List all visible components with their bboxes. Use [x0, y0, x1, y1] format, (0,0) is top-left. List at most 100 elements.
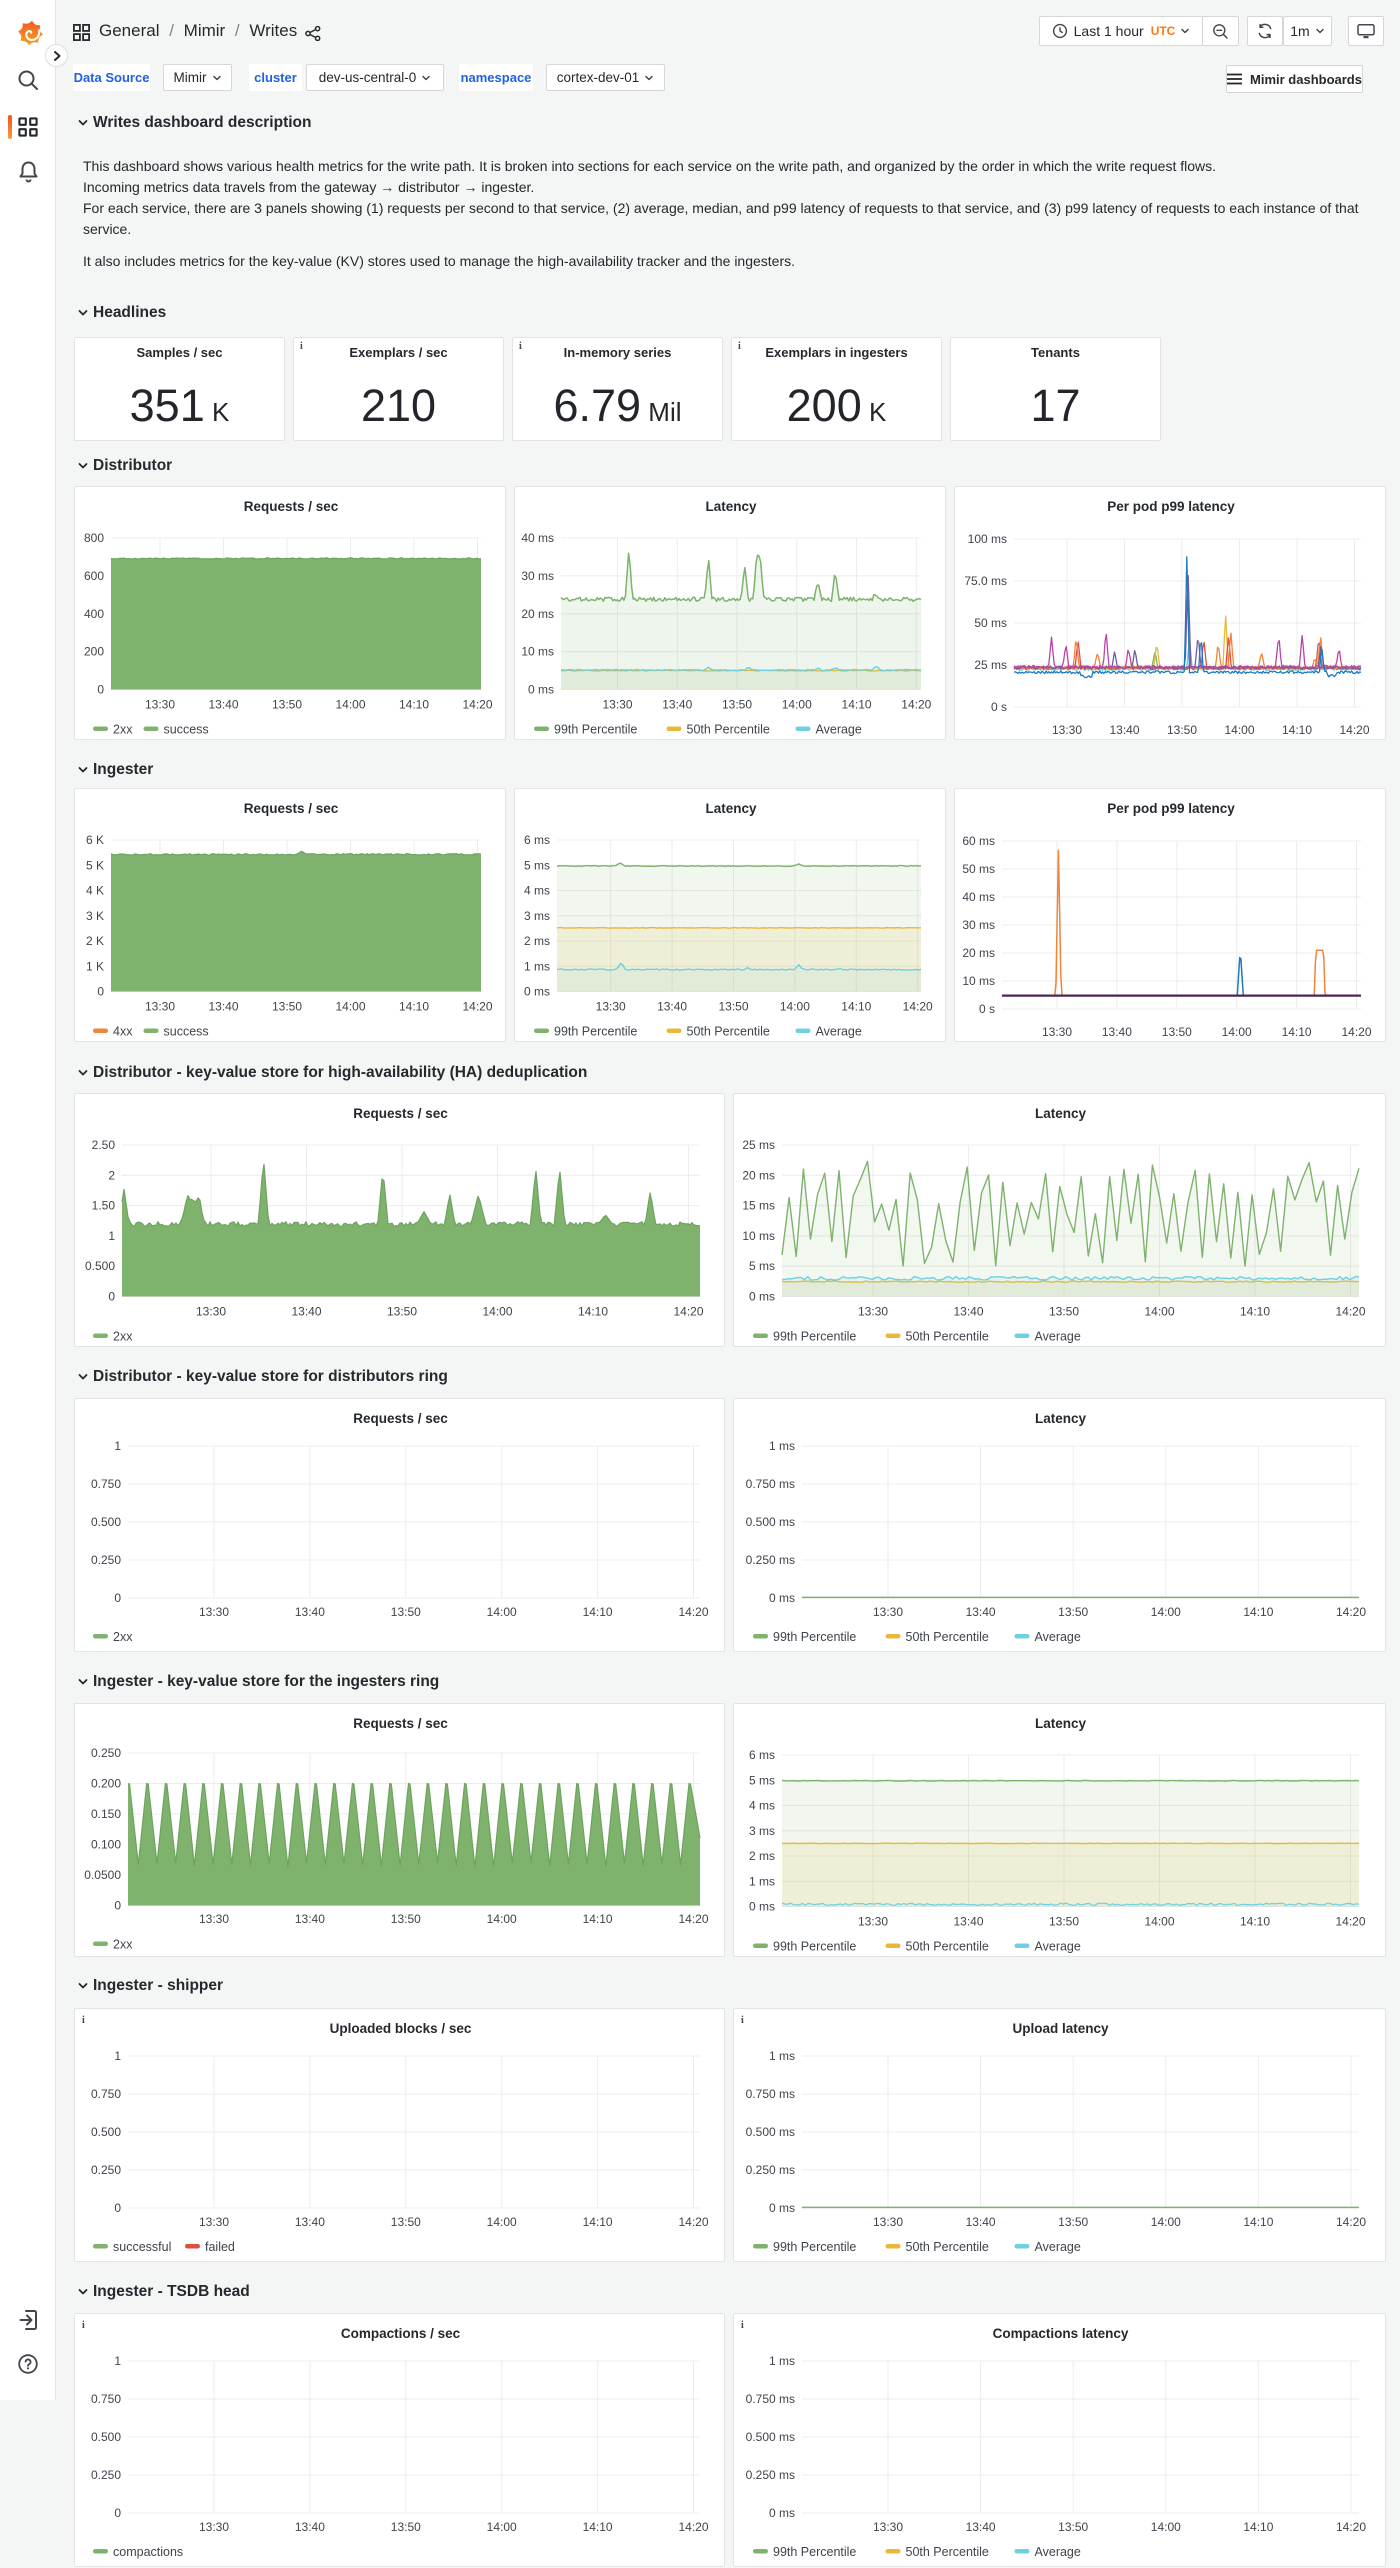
svg-text:Upload latency: Upload latency [1012, 2021, 1109, 2036]
svg-text:50th Percentile: 50th Percentile [906, 2240, 989, 2254]
svg-text:13:30: 13:30 [873, 2520, 903, 2534]
svg-text:Requests / sec: Requests / sec [353, 1716, 448, 1731]
svg-text:5 ms: 5 ms [749, 1259, 775, 1273]
svg-text:0 ms: 0 ms [524, 985, 550, 999]
svg-text:14:00: 14:00 [487, 2215, 517, 2229]
svg-text:13:30: 13:30 [145, 1000, 175, 1014]
svg-text:14:20: 14:20 [1336, 2215, 1366, 2229]
svg-text:0 ms: 0 ms [769, 2201, 795, 2215]
svg-text:0.100: 0.100 [91, 1838, 121, 1852]
svg-text:14:20: 14:20 [678, 1912, 708, 1926]
svg-text:400: 400 [84, 607, 104, 621]
svg-text:10 ms: 10 ms [962, 974, 995, 988]
svg-text:13:30: 13:30 [858, 1305, 888, 1319]
svg-text:0: 0 [97, 985, 104, 999]
svg-text:13:40: 13:40 [966, 1605, 996, 1619]
svg-text:0.500 ms: 0.500 ms [746, 1515, 795, 1529]
svg-text:5 ms: 5 ms [524, 858, 550, 872]
svg-text:14:00: 14:00 [1144, 1915, 1174, 1929]
svg-text:0 ms: 0 ms [769, 1591, 795, 1605]
svg-text:99th Percentile: 99th Percentile [554, 723, 637, 737]
svg-text:0.500 ms: 0.500 ms [746, 2430, 795, 2444]
svg-text:14:00: 14:00 [487, 2520, 517, 2534]
svg-text:14:10: 14:10 [1282, 1025, 1312, 1039]
svg-text:1: 1 [114, 2354, 121, 2368]
svg-text:13:50: 13:50 [1058, 1605, 1088, 1619]
svg-text:Average: Average [816, 723, 862, 737]
svg-text:0.250 ms: 0.250 ms [746, 2468, 795, 2482]
svg-text:Average: Average [1035, 2545, 1081, 2559]
svg-text:0: 0 [114, 2506, 121, 2520]
svg-text:25 ms: 25 ms [974, 658, 1007, 672]
svg-text:13:50: 13:50 [391, 1605, 421, 1619]
svg-text:14:20: 14:20 [1336, 1605, 1366, 1619]
svg-text:Latency: Latency [705, 801, 757, 816]
svg-text:0 ms: 0 ms [749, 1290, 775, 1304]
svg-text:Per pod p99 latency: Per pod p99 latency [1107, 801, 1235, 816]
svg-text:14:20: 14:20 [1339, 723, 1369, 737]
svg-text:13:40: 13:40 [208, 1000, 238, 1014]
svg-text:14:10: 14:10 [399, 698, 429, 712]
svg-text:30 ms: 30 ms [521, 569, 554, 583]
svg-text:Latency: Latency [1035, 1106, 1087, 1121]
svg-text:13:50: 13:50 [718, 1000, 748, 1014]
svg-text:13:50: 13:50 [272, 698, 302, 712]
svg-text:2xx: 2xx [113, 723, 133, 737]
svg-text:Compactions / sec: Compactions / sec [341, 2326, 461, 2341]
svg-text:14:10: 14:10 [1240, 1305, 1270, 1319]
svg-text:13:30: 13:30 [873, 1605, 903, 1619]
svg-text:13:50: 13:50 [391, 2215, 421, 2229]
svg-text:50th Percentile: 50th Percentile [906, 1630, 989, 1644]
svg-text:2.50: 2.50 [92, 1138, 116, 1152]
svg-text:13:30: 13:30 [199, 2215, 229, 2229]
svg-text:3 ms: 3 ms [749, 1824, 775, 1838]
svg-text:0.750 ms: 0.750 ms [746, 2392, 795, 2406]
svg-text:14:20: 14:20 [678, 2215, 708, 2229]
svg-text:14:20: 14:20 [673, 1305, 703, 1319]
svg-text:0.750 ms: 0.750 ms [746, 2087, 795, 2101]
svg-text:0 ms: 0 ms [769, 2506, 795, 2520]
svg-text:5 K: 5 K [86, 858, 104, 872]
svg-text:1 ms: 1 ms [769, 2049, 795, 2063]
svg-text:14:00: 14:00 [487, 1912, 517, 1926]
svg-text:10 ms: 10 ms [521, 645, 554, 659]
svg-text:Requests / sec: Requests / sec [244, 801, 339, 816]
svg-text:50 ms: 50 ms [962, 862, 995, 876]
svg-text:1 ms: 1 ms [524, 959, 550, 973]
svg-text:4 ms: 4 ms [749, 1799, 775, 1813]
svg-text:4 ms: 4 ms [524, 884, 550, 898]
svg-text:Latency: Latency [1035, 1716, 1087, 1731]
svg-text:2 K: 2 K [86, 934, 104, 948]
svg-text:successful: successful [113, 2240, 171, 2254]
svg-text:50th Percentile: 50th Percentile [906, 1330, 989, 1344]
svg-text:0.500: 0.500 [91, 2125, 121, 2139]
svg-text:99th Percentile: 99th Percentile [773, 2545, 856, 2559]
svg-text:2 ms: 2 ms [749, 1849, 775, 1863]
svg-text:0.750: 0.750 [91, 2392, 121, 2406]
svg-text:99th Percentile: 99th Percentile [554, 1025, 637, 1039]
svg-text:3 K: 3 K [86, 909, 104, 923]
svg-text:Average: Average [1035, 1330, 1081, 1344]
svg-text:i: i [741, 2015, 744, 2026]
svg-text:4xx: 4xx [113, 1025, 133, 1039]
svg-text:5 ms: 5 ms [749, 1773, 775, 1787]
svg-text:13:30: 13:30 [1052, 723, 1082, 737]
svg-text:14:00: 14:00 [1222, 1025, 1252, 1039]
svg-text:14:10: 14:10 [1243, 1605, 1273, 1619]
svg-text:14:00: 14:00 [335, 698, 365, 712]
svg-text:Requests / sec: Requests / sec [353, 1411, 448, 1426]
svg-text:14:10: 14:10 [1243, 2520, 1273, 2534]
svg-text:i: i [741, 2320, 744, 2331]
svg-text:Requests / sec: Requests / sec [244, 499, 339, 514]
svg-text:1 ms: 1 ms [749, 1874, 775, 1888]
svg-text:14:00: 14:00 [780, 1000, 810, 1014]
svg-text:14:20: 14:20 [1335, 1915, 1365, 1929]
svg-text:13:30: 13:30 [199, 1912, 229, 1926]
svg-text:2xx: 2xx [113, 1938, 133, 1952]
svg-text:600: 600 [84, 569, 104, 583]
svg-text:13:50: 13:50 [391, 1912, 421, 1926]
svg-text:failed: failed [205, 2240, 235, 2254]
svg-text:0.750: 0.750 [91, 2087, 121, 2101]
svg-text:99th Percentile: 99th Percentile [773, 2240, 856, 2254]
svg-text:13:30: 13:30 [196, 1305, 226, 1319]
